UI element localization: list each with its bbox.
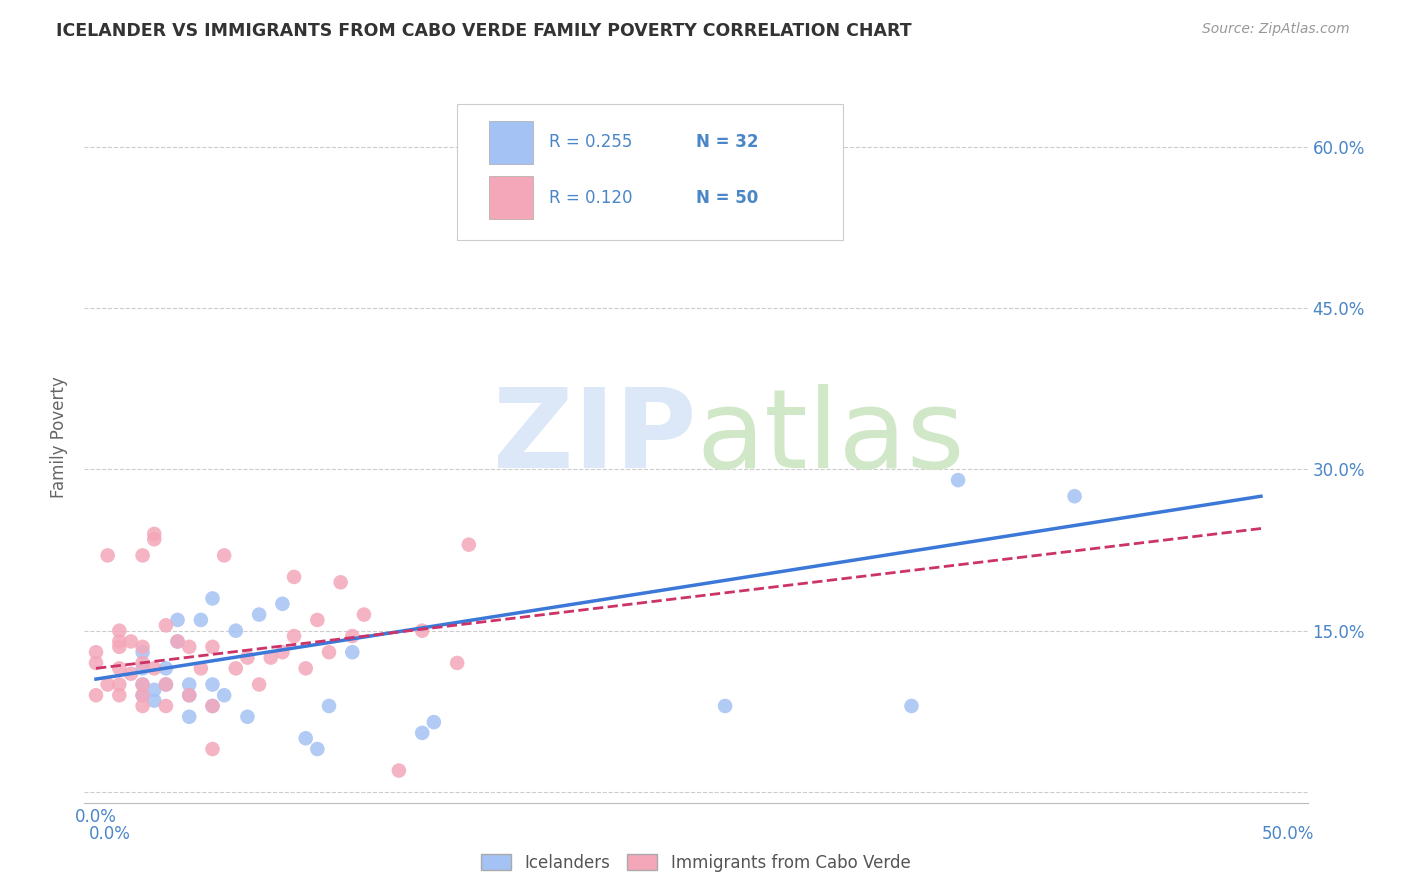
Point bbox=[212, 688, 235, 702]
Point bbox=[155, 677, 177, 691]
Point bbox=[131, 661, 153, 675]
Point bbox=[260, 650, 283, 665]
Point bbox=[307, 742, 329, 756]
Point bbox=[342, 645, 364, 659]
Point bbox=[1063, 489, 1085, 503]
Point bbox=[446, 656, 468, 670]
Point bbox=[271, 645, 294, 659]
Point bbox=[108, 634, 131, 648]
Point bbox=[318, 645, 340, 659]
Point bbox=[166, 634, 188, 648]
Point bbox=[318, 698, 340, 713]
Point bbox=[201, 742, 224, 756]
Text: N = 50: N = 50 bbox=[696, 189, 758, 207]
Point bbox=[190, 613, 212, 627]
Point bbox=[84, 656, 107, 670]
Point bbox=[201, 698, 224, 713]
Point bbox=[294, 661, 316, 675]
Point bbox=[155, 618, 177, 632]
Point bbox=[155, 698, 177, 713]
Point bbox=[179, 688, 201, 702]
Text: 0.0%: 0.0% bbox=[89, 825, 131, 843]
Text: N = 32: N = 32 bbox=[696, 133, 758, 151]
Point bbox=[108, 688, 131, 702]
Point bbox=[131, 645, 153, 659]
Point bbox=[236, 650, 259, 665]
Point bbox=[201, 677, 224, 691]
Point bbox=[388, 764, 411, 778]
Text: 50.0%: 50.0% bbox=[1263, 825, 1315, 843]
Point bbox=[108, 640, 131, 654]
Point bbox=[283, 629, 305, 643]
Point bbox=[423, 715, 446, 730]
Point bbox=[179, 677, 201, 691]
Point bbox=[97, 549, 120, 563]
Point bbox=[294, 731, 316, 746]
FancyBboxPatch shape bbox=[457, 104, 842, 240]
Point bbox=[411, 726, 433, 740]
FancyBboxPatch shape bbox=[489, 120, 533, 164]
Y-axis label: Family Poverty: Family Poverty bbox=[51, 376, 69, 498]
Point bbox=[271, 597, 294, 611]
Point bbox=[247, 677, 270, 691]
Point bbox=[201, 640, 224, 654]
Point bbox=[411, 624, 433, 638]
Point bbox=[179, 688, 201, 702]
Point bbox=[283, 570, 305, 584]
Point bbox=[247, 607, 270, 622]
Point bbox=[108, 624, 131, 638]
Point bbox=[353, 607, 375, 622]
Point bbox=[131, 688, 153, 702]
Point bbox=[120, 634, 142, 648]
Point bbox=[179, 710, 201, 724]
Point bbox=[131, 656, 153, 670]
Point bbox=[714, 698, 737, 713]
Point bbox=[84, 688, 107, 702]
Point bbox=[166, 634, 188, 648]
Point bbox=[108, 677, 131, 691]
Point bbox=[120, 666, 142, 681]
Text: R = 0.120: R = 0.120 bbox=[550, 189, 633, 207]
Text: Source: ZipAtlas.com: Source: ZipAtlas.com bbox=[1202, 22, 1350, 37]
Point bbox=[329, 575, 352, 590]
Point bbox=[108, 661, 131, 675]
Point bbox=[143, 693, 166, 707]
Point bbox=[900, 698, 922, 713]
Point bbox=[131, 677, 153, 691]
Point bbox=[307, 613, 329, 627]
Point bbox=[84, 645, 107, 659]
Point bbox=[201, 591, 224, 606]
Point bbox=[131, 640, 153, 654]
Point bbox=[155, 677, 177, 691]
FancyBboxPatch shape bbox=[489, 176, 533, 219]
Point bbox=[97, 677, 120, 691]
Point bbox=[131, 698, 153, 713]
Text: atlas: atlas bbox=[696, 384, 965, 491]
Point bbox=[201, 698, 224, 713]
Point bbox=[342, 629, 364, 643]
Point bbox=[131, 549, 153, 563]
Text: R = 0.255: R = 0.255 bbox=[550, 133, 633, 151]
Point bbox=[131, 688, 153, 702]
Point bbox=[946, 473, 969, 487]
Point bbox=[131, 677, 153, 691]
Point bbox=[225, 661, 247, 675]
Point bbox=[457, 538, 479, 552]
Point bbox=[143, 682, 166, 697]
Text: ZIP: ZIP bbox=[492, 384, 696, 491]
Legend: Icelanders, Immigrants from Cabo Verde: Icelanders, Immigrants from Cabo Verde bbox=[475, 847, 917, 879]
Point bbox=[143, 661, 166, 675]
Point bbox=[166, 613, 188, 627]
Point bbox=[143, 533, 166, 547]
Point bbox=[190, 661, 212, 675]
Point bbox=[236, 710, 259, 724]
Point bbox=[179, 640, 201, 654]
Point bbox=[212, 549, 235, 563]
Text: ICELANDER VS IMMIGRANTS FROM CABO VERDE FAMILY POVERTY CORRELATION CHART: ICELANDER VS IMMIGRANTS FROM CABO VERDE … bbox=[56, 22, 912, 40]
Point bbox=[155, 661, 177, 675]
Point bbox=[143, 527, 166, 541]
Point bbox=[225, 624, 247, 638]
